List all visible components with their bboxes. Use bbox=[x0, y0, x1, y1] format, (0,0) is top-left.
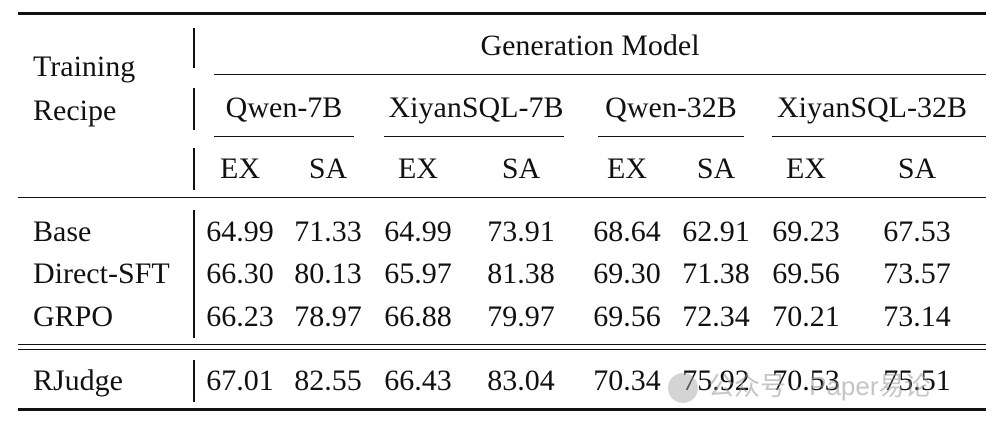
table-cell: 67.53 bbox=[883, 215, 951, 248]
table-cell: 73.91 bbox=[487, 215, 555, 248]
table-cell: 70.53 bbox=[772, 364, 840, 397]
vrule bbox=[193, 28, 195, 68]
vrule bbox=[193, 360, 195, 402]
table-cell: 67.01 bbox=[206, 364, 274, 397]
table-cell: 73.14 bbox=[883, 300, 951, 333]
table-cell: 64.99 bbox=[384, 215, 452, 248]
bottom-rule bbox=[18, 408, 986, 411]
metric-header: SA bbox=[696, 152, 736, 185]
metric-header: SA bbox=[308, 152, 348, 185]
top-rule bbox=[18, 12, 986, 15]
metric-header: EX bbox=[398, 152, 438, 185]
recipe-label: RJudge bbox=[33, 364, 123, 397]
table-cell: 70.34 bbox=[593, 364, 661, 397]
model-rule-xiyan7b bbox=[384, 136, 564, 138]
model-header: Qwen-7B bbox=[225, 91, 343, 124]
recipe-header-line1: Training bbox=[33, 50, 136, 83]
table-cell: 66.88 bbox=[384, 300, 452, 333]
model-header: Qwen-32B bbox=[605, 91, 737, 124]
table-cell: 71.33 bbox=[294, 215, 362, 248]
model-header: XiyanSQL-7B bbox=[388, 91, 564, 124]
table-cell: 73.57 bbox=[883, 257, 951, 290]
group-title: Generation Model bbox=[480, 29, 700, 62]
recipe-header-line2: Recipe bbox=[33, 94, 117, 127]
table-cell: 81.38 bbox=[487, 257, 555, 290]
recipe-label: GRPO bbox=[33, 300, 114, 333]
metric-header: EX bbox=[786, 152, 826, 185]
watermark: 公众号 · Paper易论 bbox=[668, 366, 931, 404]
table-cell: 69.23 bbox=[772, 215, 840, 248]
table-cell: 79.97 bbox=[487, 300, 555, 333]
table-cell: 64.99 bbox=[206, 215, 274, 248]
table-cell: 69.56 bbox=[593, 300, 661, 333]
table-cell: 70.21 bbox=[772, 300, 840, 333]
midrule-1 bbox=[18, 344, 986, 346]
recipe-label: Direct-SFT bbox=[33, 257, 170, 290]
table-cell: 69.56 bbox=[772, 257, 840, 290]
table-cell: 66.43 bbox=[384, 364, 452, 397]
table-cell: 82.55 bbox=[294, 364, 362, 397]
table-cell: 75.51 bbox=[883, 364, 951, 397]
group-rule bbox=[214, 74, 986, 76]
vrule bbox=[193, 88, 195, 130]
table-cell: 62.91 bbox=[682, 215, 750, 248]
table-cell: 78.97 bbox=[294, 300, 362, 333]
wechat-icon bbox=[668, 373, 698, 404]
midrule-2 bbox=[18, 349, 986, 351]
header-rule bbox=[18, 197, 986, 199]
metric-header: EX bbox=[607, 152, 647, 185]
table-cell: 71.38 bbox=[682, 257, 750, 290]
vrule bbox=[193, 148, 195, 190]
table-cell: 80.13 bbox=[294, 257, 362, 290]
table-cell: 65.97 bbox=[384, 257, 452, 290]
model-rule-qwen32b bbox=[598, 136, 744, 138]
metric-header: SA bbox=[501, 152, 541, 185]
metric-header: EX bbox=[220, 152, 260, 185]
model-rule-xiyan32b bbox=[772, 136, 986, 138]
watermark-text: 公众号 · Paper易论 bbox=[708, 371, 931, 401]
table-cell: 69.30 bbox=[593, 257, 661, 290]
model-rule-qwen7b bbox=[214, 136, 354, 138]
table-cell: 66.30 bbox=[206, 257, 274, 290]
table-cell: 75.92 bbox=[682, 364, 750, 397]
table-cell: 68.64 bbox=[593, 215, 661, 248]
table-cell: 72.34 bbox=[682, 300, 750, 333]
metric-header: SA bbox=[897, 152, 937, 185]
vrule bbox=[193, 210, 195, 338]
recipe-label: Base bbox=[33, 215, 92, 248]
table-cell: 83.04 bbox=[487, 364, 555, 397]
table-cell: 66.23 bbox=[206, 300, 274, 333]
model-header: XiyanSQL-32B bbox=[777, 91, 967, 124]
